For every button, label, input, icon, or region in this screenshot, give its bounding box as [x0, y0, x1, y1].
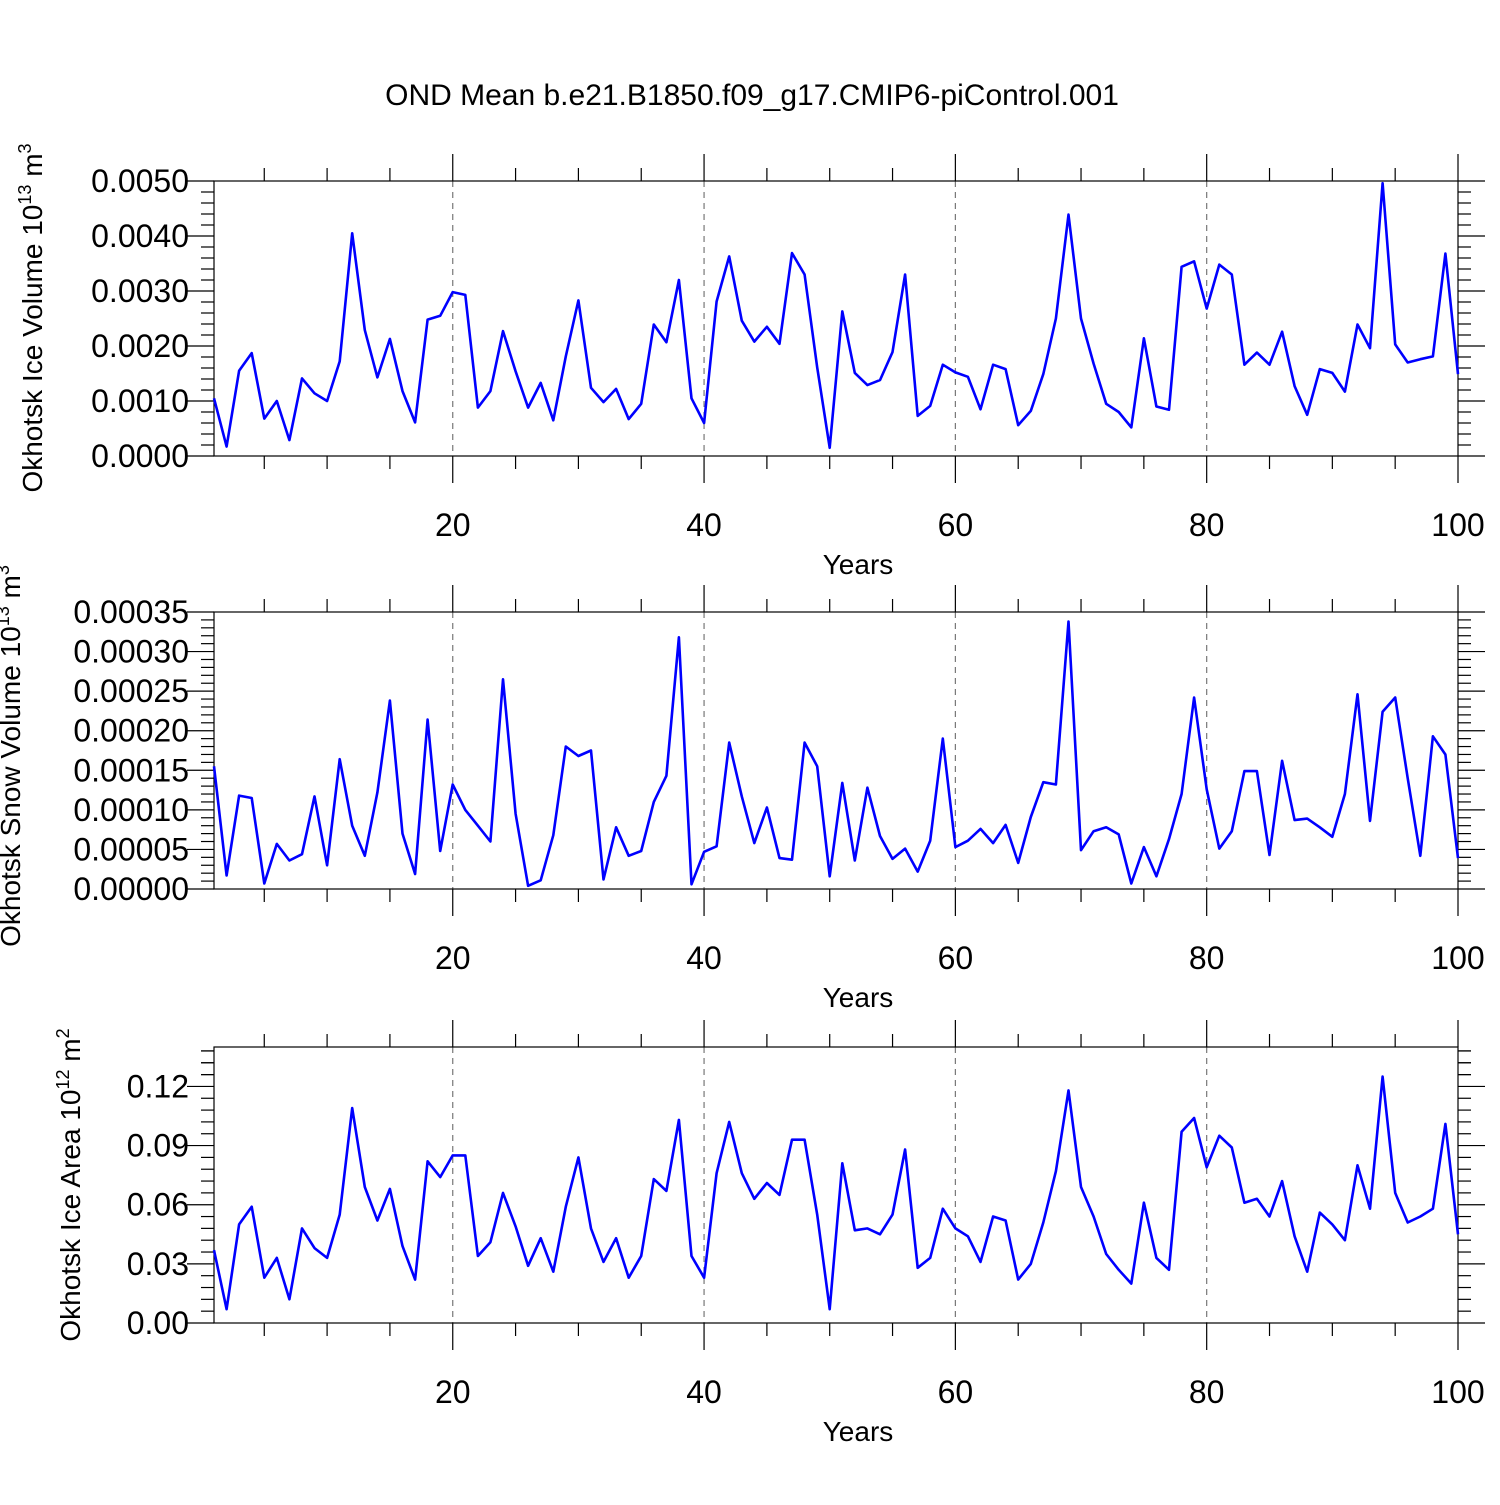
x-axis-label: Years	[823, 1416, 894, 1447]
x-tick-label: 80	[1189, 507, 1225, 543]
plot-frame	[214, 1047, 1458, 1323]
x-tick-label: 100	[1431, 940, 1484, 976]
y-tick-label: 0.0000	[91, 438, 189, 474]
y-tick-label: 0.0040	[91, 218, 189, 254]
x-tick-label: 20	[435, 940, 471, 976]
y-tick-label: 0.00000	[73, 871, 189, 907]
y-axis-label: Okhotsk Snow Volume 1013 m3	[0, 565, 26, 947]
x-tick-label: 40	[686, 940, 722, 976]
x-tick-label: 80	[1189, 1374, 1225, 1410]
chart-panel-1: 20 40 60 80 100 0.0000 0.0010 0.0020 0.0030 0.004…	[15, 143, 1485, 580]
x-tick-label: 60	[938, 940, 974, 976]
x-axis-label: Years	[823, 982, 894, 1013]
y-axis-label-text: Okhotsk Ice Volume 10	[17, 205, 48, 493]
y-tick-label: 0.0050	[91, 163, 189, 199]
y-tick-label: 0.00010	[73, 792, 189, 828]
x-tick-label: 100	[1431, 1374, 1484, 1410]
y-axis-label-exponent: 13	[0, 606, 13, 626]
y-tick-label: 0.00030	[73, 634, 189, 670]
series-line-1	[214, 183, 1458, 448]
y-tick-label: 0.0020	[91, 328, 189, 364]
y-axis-label-exponent: 13	[15, 185, 35, 205]
y-tick-label: 0.00025	[73, 673, 189, 709]
x-tick-label: 60	[938, 1374, 974, 1410]
x-axis-label: Years	[823, 549, 894, 580]
y-axis-label: Okhotsk Ice Area 1012 m2	[53, 1028, 86, 1341]
y-tick-label: 0.00015	[73, 752, 189, 788]
y-tick-label: 0.0010	[91, 383, 189, 419]
x-tick-label: 20	[435, 507, 471, 543]
y-axis-label-unit: m	[55, 1038, 86, 1069]
plot-frame	[214, 181, 1458, 456]
y-axis-label-text: Okhotsk Ice Area 10	[55, 1090, 86, 1342]
y-axis-label-text: Okhotsk Snow Volume 10	[0, 626, 26, 947]
y-tick-label: 0.12	[127, 1068, 189, 1104]
x-tick-label: 60	[938, 507, 974, 543]
series-line-2	[214, 622, 1458, 886]
y-axis-label-unit: m	[0, 575, 26, 606]
x-tick-label: 40	[686, 507, 722, 543]
y-tick-label: 0.00020	[73, 713, 189, 749]
y-axis-label: Okhotsk Ice Volume 1013 m3	[15, 143, 48, 492]
x-tick-label: 100	[1431, 507, 1484, 543]
y-axis-label-unit: m	[17, 153, 48, 184]
chart-panel-3: 20 40 60 80 100 0.00 0.03 0.06 0.09 0.12 Years Okho…	[53, 1020, 1485, 1447]
y-tick-label: 0.06	[127, 1187, 189, 1223]
x-tick-label: 40	[686, 1374, 722, 1410]
y-tick-label: 0.00035	[73, 594, 189, 630]
chart-title: OND Mean b.e21.B1850.f09_g17.CMIP6-piCon…	[385, 79, 1119, 112]
y-tick-label: 0.09	[127, 1128, 189, 1164]
y-axis-label-unit-exponent: 3	[15, 143, 35, 153]
y-tick-label: 0.00	[127, 1305, 189, 1341]
y-axis-label-unit-exponent: 3	[0, 565, 13, 575]
y-axis-label-unit-exponent: 2	[53, 1028, 73, 1038]
series-line-3	[214, 1077, 1458, 1310]
x-tick-label: 80	[1189, 940, 1225, 976]
y-axis-label-exponent: 12	[53, 1069, 73, 1089]
y-tick-label: 0.00005	[73, 831, 189, 867]
y-tick-label: 0.03	[127, 1246, 189, 1282]
y-tick-label: 0.0030	[91, 273, 189, 309]
x-tick-label: 20	[435, 1374, 471, 1410]
